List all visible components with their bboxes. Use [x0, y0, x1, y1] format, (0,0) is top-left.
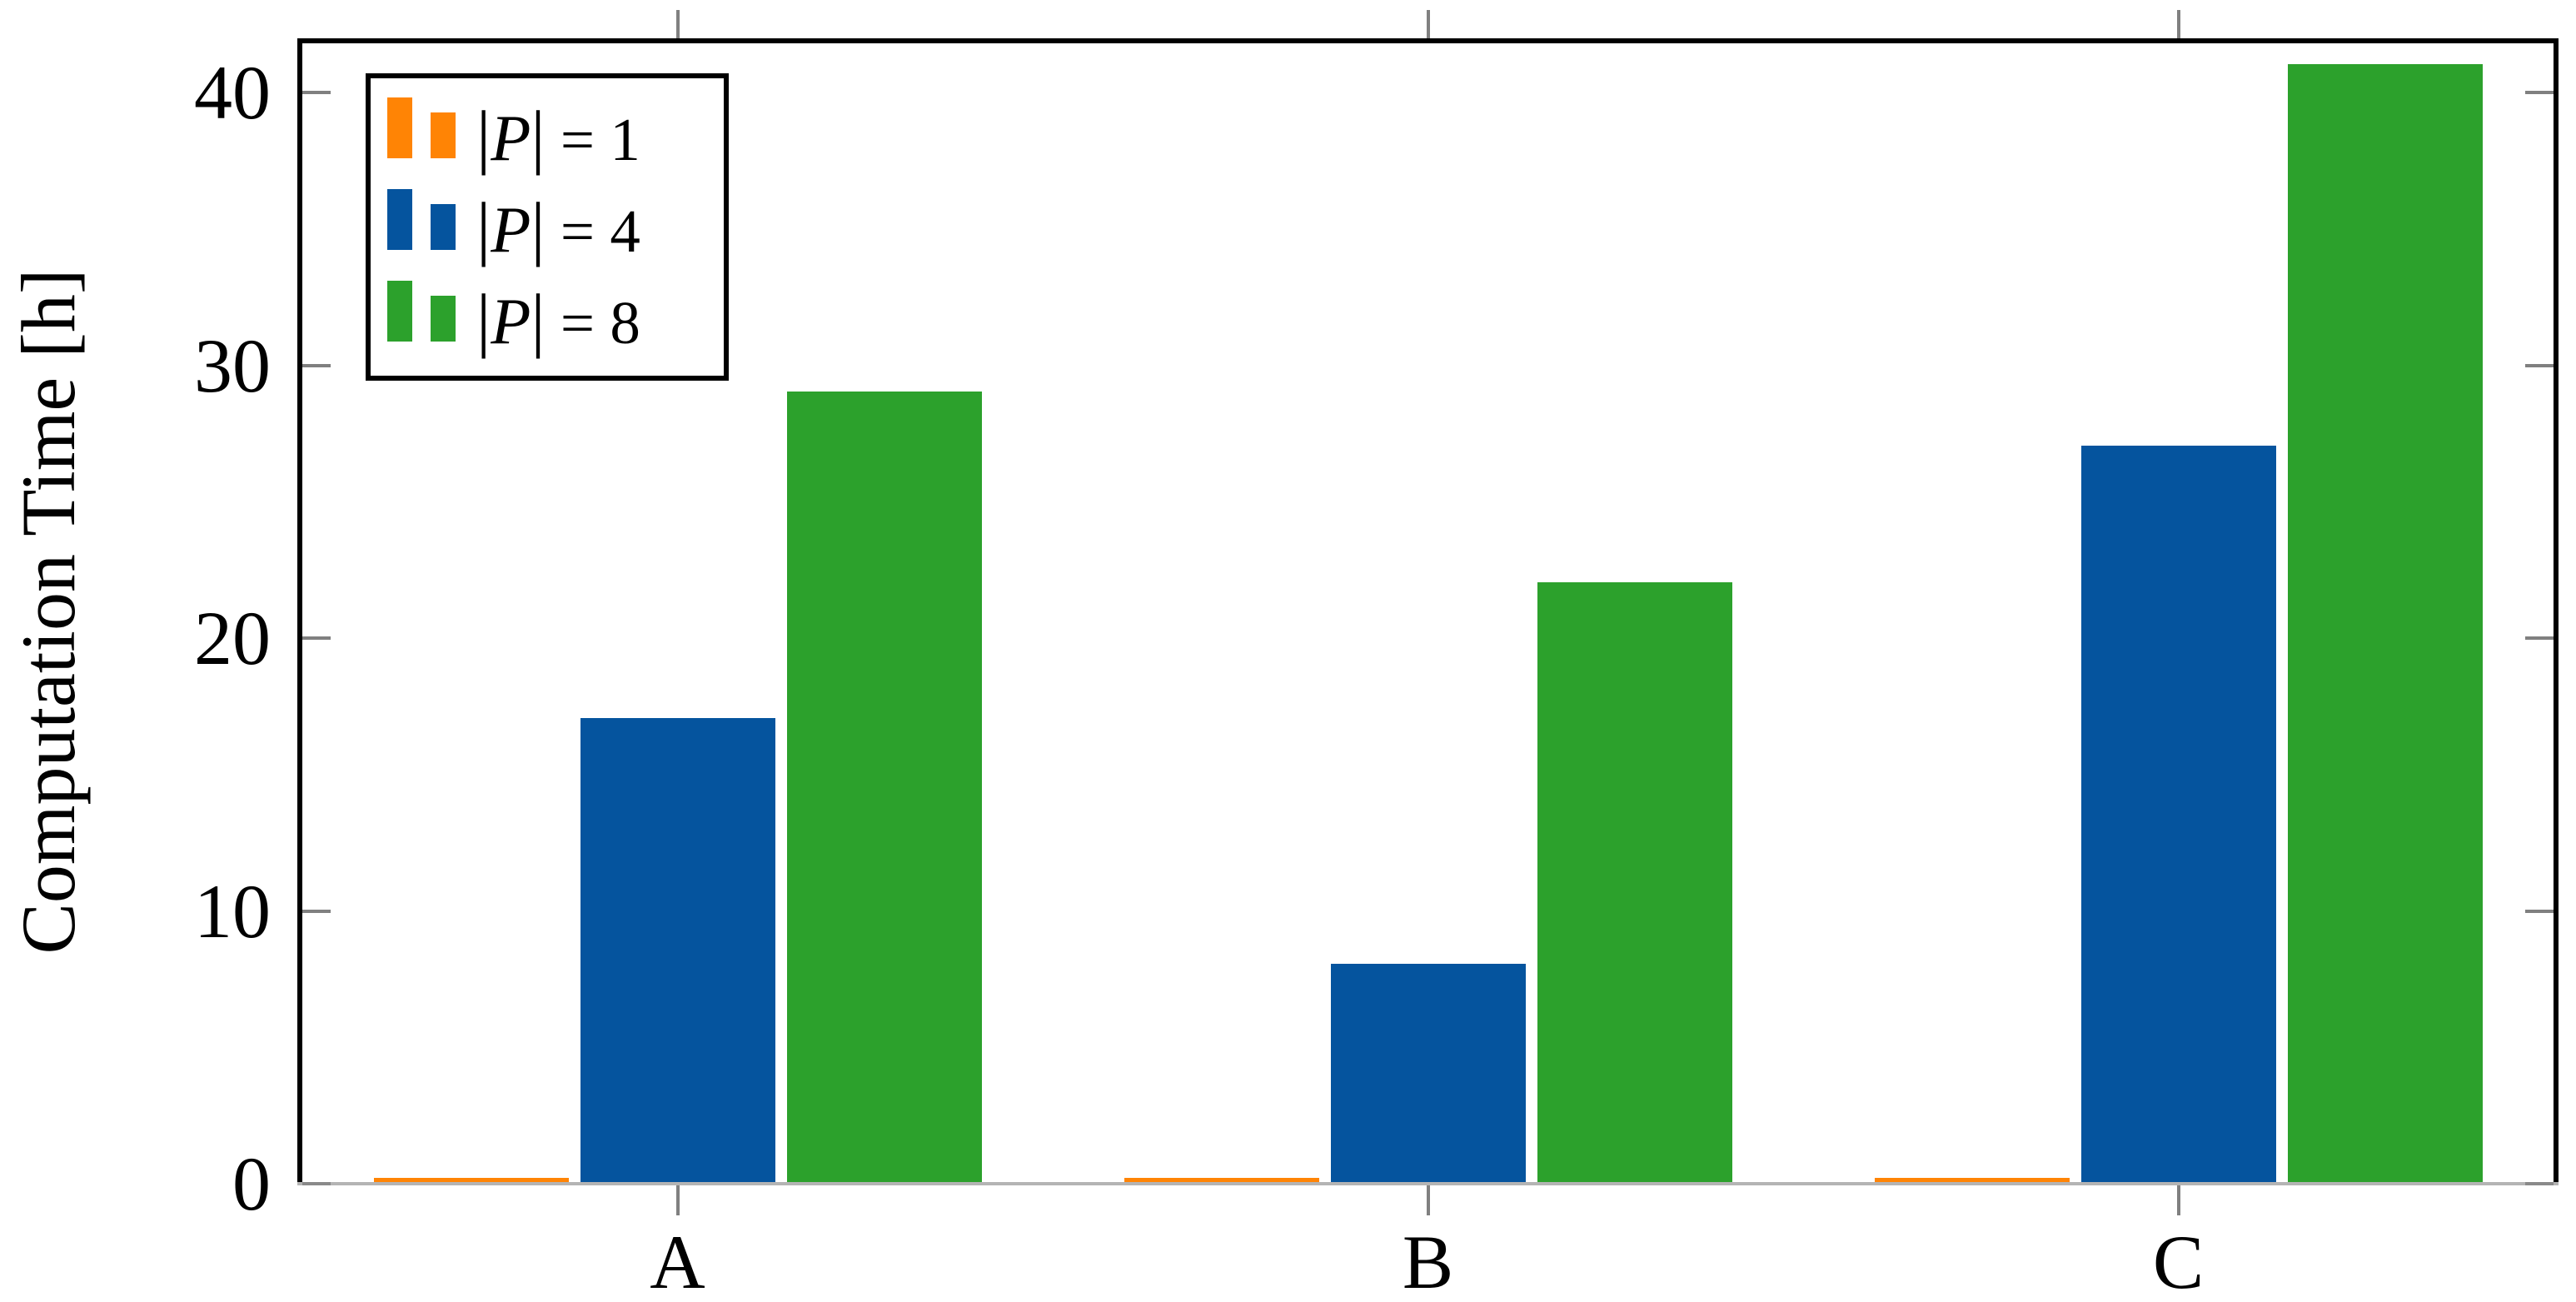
- legend-label-part: |: [476, 187, 491, 267]
- x-tick-top: [2176, 10, 2180, 38]
- legend: |P| = 1 |P| = 4 |P| = 8: [366, 73, 729, 381]
- legend-label-part: 8: [610, 289, 640, 357]
- y-tick-label: 10: [194, 868, 271, 954]
- y-tick-right: [2525, 636, 2554, 641]
- y-zero-tick-right: [2525, 1182, 2554, 1185]
- legend-label-part: |: [531, 96, 546, 176]
- x-tick-label: A: [650, 1220, 705, 1302]
- legend-label: |P| = 8: [476, 283, 640, 355]
- bar-C-p8: [2287, 63, 2483, 1182]
- legend-set-symbol: P: [491, 286, 531, 358]
- legend-bar-swatch-short: [431, 112, 456, 158]
- x-tick-bottom: [675, 1185, 680, 1215]
- legend-label-part: =: [545, 106, 610, 173]
- x-tick-top: [675, 10, 680, 38]
- legend-bar-swatch-short: [431, 204, 456, 250]
- legend-label-part: 4: [610, 197, 640, 265]
- legend-set-symbol: P: [491, 194, 531, 267]
- y-tick-label: 0: [232, 1141, 271, 1226]
- legend-bar-swatch-tall: [387, 189, 412, 250]
- legend-bar-swatch-short: [431, 296, 456, 342]
- bar-B-p1: [1124, 1178, 1319, 1182]
- legend-label: |P| = 4: [476, 192, 640, 263]
- y-tick-label: 30: [194, 322, 271, 408]
- x-tick-label: C: [2152, 1220, 2205, 1302]
- x-tick-top: [1426, 10, 1430, 38]
- legend-label-part: |: [531, 279, 546, 359]
- y-tick-left: [302, 909, 331, 913]
- bar-B-p8: [1537, 581, 1732, 1182]
- x-tick-bottom: [2176, 1185, 2180, 1215]
- y-tick-right: [2525, 909, 2554, 913]
- y-tick-left: [302, 91, 331, 95]
- y-tick-left: [302, 636, 331, 641]
- legend-bar-swatch-tall: [387, 281, 412, 342]
- legend-label-part: =: [545, 289, 610, 357]
- legend-label-part: |: [476, 279, 491, 359]
- bar-A-p8: [786, 391, 982, 1182]
- legend-set-symbol: P: [491, 102, 531, 175]
- legend-label: |P| = 1: [476, 100, 640, 173]
- y-tick-right: [2525, 363, 2554, 367]
- y-tick-label: 40: [194, 50, 271, 136]
- x-tick-bottom: [1426, 1185, 1430, 1215]
- legend-item: |P| = 1: [371, 93, 724, 172]
- bar-C-p1: [1874, 1178, 2070, 1182]
- x-tick-label: B: [1402, 1220, 1454, 1302]
- legend-label-part: |: [531, 187, 546, 267]
- x-axis-line: [297, 1182, 2559, 1185]
- legend-label-part: |: [476, 96, 491, 176]
- bar-C-p4: [2080, 446, 2276, 1182]
- legend-label-part: 1: [610, 106, 640, 173]
- legend-bar-swatch-tall: [387, 97, 412, 158]
- bar-B-p4: [1330, 964, 1526, 1182]
- y-tick-right: [2525, 91, 2554, 95]
- y-zero-tick-left: [302, 1182, 331, 1185]
- bar-A-p4: [580, 718, 775, 1182]
- y-tick-left: [302, 363, 331, 367]
- legend-item: |P| = 8: [371, 277, 724, 355]
- legend-label-part: =: [545, 197, 610, 265]
- legend-item: |P| = 4: [371, 185, 724, 263]
- plot-frame: [297, 38, 2559, 1184]
- y-tick-label: 20: [194, 596, 271, 681]
- bar-A-p1: [373, 1178, 569, 1182]
